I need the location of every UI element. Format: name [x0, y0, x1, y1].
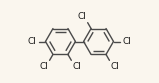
Text: Cl: Cl [123, 37, 131, 46]
Text: Cl: Cl [111, 62, 120, 71]
Text: Cl: Cl [39, 62, 48, 71]
Text: Cl: Cl [73, 62, 81, 71]
Text: Cl: Cl [28, 37, 36, 46]
Text: Cl: Cl [78, 12, 86, 21]
